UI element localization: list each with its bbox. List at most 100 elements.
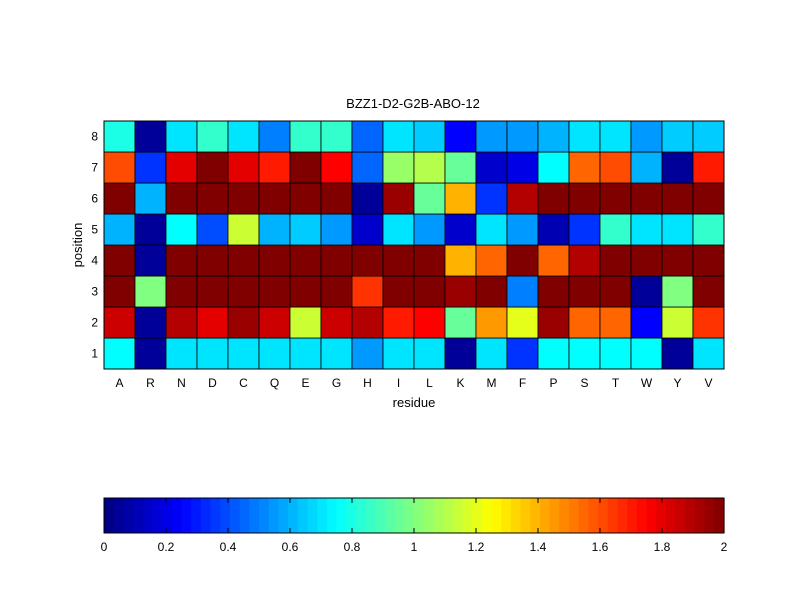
colorbar-band (433, 498, 444, 533)
colorbar-band (578, 498, 589, 533)
heatmap-cell (537, 244, 570, 277)
colorbar-band (704, 498, 715, 533)
colorbar-band (171, 498, 183, 533)
heatmap-cell (413, 244, 446, 277)
heatmap-cell (320, 151, 353, 184)
heatmap-cell (382, 244, 415, 277)
heatmap-cell (227, 182, 260, 215)
y-tick-label: 6 (91, 192, 98, 206)
heatmap-cell (258, 244, 291, 277)
colorbar-band (317, 498, 328, 533)
x-tick-label: D (208, 376, 217, 390)
heatmap-cell (661, 182, 694, 215)
x-tick-label: C (239, 376, 248, 390)
heatmap-cell (537, 151, 570, 184)
heatmap-cell (413, 213, 446, 246)
x-tick-label: A (115, 376, 123, 390)
x-tick-label: F (519, 376, 526, 390)
heatmap-cell (537, 213, 570, 246)
colorbar-band (510, 498, 522, 533)
colorbar-band (685, 498, 696, 533)
heatmap-cell (506, 151, 539, 184)
heatmap-cell (382, 337, 415, 370)
colorbar-band (539, 498, 551, 533)
heatmap-cell (599, 306, 632, 339)
colorbar-band (452, 498, 464, 533)
x-tick-label: S (580, 376, 588, 390)
heatmap-cell (289, 275, 322, 308)
heatmap-cell (258, 213, 291, 246)
x-tick-label: E (301, 376, 309, 390)
colorbar-band (104, 498, 115, 533)
heatmap-cell (692, 151, 725, 184)
colorbar-band (278, 498, 289, 533)
x-tick-label: P (549, 376, 557, 390)
heatmap-cell (382, 151, 415, 184)
heatmap-cell (258, 182, 291, 215)
heatmap-cell (289, 120, 322, 153)
heatmap-cell (351, 244, 384, 277)
colorbar-band (133, 498, 144, 533)
heatmap-cell (289, 244, 322, 277)
heatmap-cell (320, 120, 353, 153)
heatmap-cell (630, 244, 663, 277)
heatmap-cell (320, 213, 353, 246)
heatmap-cell (165, 151, 198, 184)
colorbar-band (520, 498, 531, 533)
heatmap-cell (413, 120, 446, 153)
heatmap-cell (134, 182, 167, 215)
colorbar-band (472, 498, 483, 533)
heatmap-cell (506, 306, 539, 339)
heatmap-cell (537, 120, 570, 153)
heatmap-cell (289, 213, 322, 246)
colorbar-band (636, 498, 648, 533)
colorbar-tick-label: 1.4 (530, 540, 547, 554)
heatmap-cell (475, 151, 508, 184)
heatmap-cell (196, 182, 229, 215)
heatmap-cell (506, 120, 539, 153)
heatmap-cell (227, 337, 260, 370)
heatmap-cell (165, 213, 198, 246)
heatmap-cell (196, 337, 229, 370)
heatmap-cell (661, 244, 694, 277)
heatmap-cell (692, 337, 725, 370)
heatmap-cell (568, 182, 601, 215)
heatmap-cell (227, 151, 260, 184)
heatmap-cell (134, 275, 167, 308)
heatmap-cell (630, 213, 663, 246)
heatmap-cell (134, 213, 167, 246)
heatmap-cell (630, 120, 663, 153)
colorbar-band (191, 498, 202, 533)
colorbar-band (384, 498, 396, 533)
colorbar-tick-label: 0 (101, 540, 108, 554)
colorbar-band (365, 498, 376, 533)
colorbar-band (346, 498, 357, 533)
heatmap-cell (165, 120, 198, 153)
colorbar-band (181, 498, 192, 533)
heatmap-cell (475, 244, 508, 277)
heatmap-cell (692, 244, 725, 277)
heatmap-cell (475, 213, 508, 246)
heatmap-cell (506, 182, 539, 215)
heatmap-cell (692, 182, 725, 215)
colorbar-band (501, 498, 512, 533)
heatmap-cell (413, 275, 446, 308)
colorbar-band (549, 498, 560, 533)
x-tick-label: G (332, 376, 341, 390)
heatmap-cell (227, 120, 260, 153)
colorbar-band (142, 498, 154, 533)
x-tick-label: M (487, 376, 497, 390)
heatmap-cell (537, 306, 570, 339)
colorbar-band (588, 498, 599, 533)
heatmap-cell (165, 306, 198, 339)
heatmap-cell (134, 306, 167, 339)
x-tick-label: K (456, 376, 464, 390)
y-tick-label: 8 (91, 130, 98, 144)
heatmap-cell (165, 337, 198, 370)
heatmap-cell (661, 213, 694, 246)
heatmap-cell (599, 244, 632, 277)
heatmap-cell (661, 306, 694, 339)
heatmap-cell (537, 275, 570, 308)
heatmap-cell (661, 337, 694, 370)
